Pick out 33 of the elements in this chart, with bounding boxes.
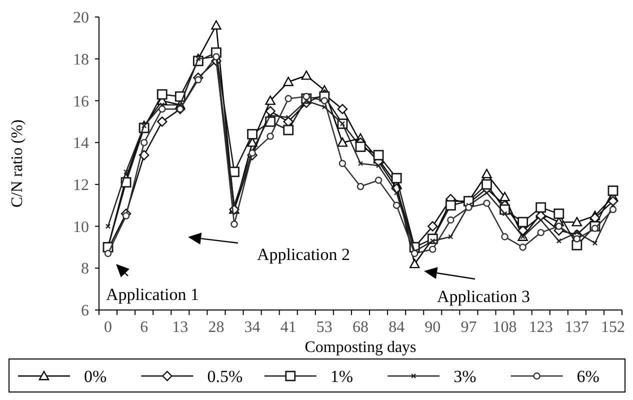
x-tick-label: 137 [564,319,589,336]
legend-label: 0.5% [207,366,243,386]
y-axis-title: C/N ratio (%) [9,120,26,208]
x-tick-label: 97 [460,319,477,336]
x-axis-title: Composting days [304,339,416,356]
x-tick-label: 13 [172,319,188,336]
x-tick-label: 0 [104,319,112,336]
legend-label: 1% [330,366,354,386]
y-tick-label: 20 [73,10,89,27]
y-tick-label: 16 [73,93,89,110]
x-tick-label: 41 [280,319,296,336]
x-tick-label: 28 [208,319,224,336]
legend-label: 0% [84,366,107,386]
x-tick-label: 90 [424,319,441,336]
x-tick-label: 34 [244,319,260,336]
x-tick-label: 53 [316,319,332,336]
annotation: Application 1 [106,285,200,304]
x-tick-label: 108 [492,319,517,336]
x-tick-label: 123 [528,319,553,336]
y-tick-label: 14 [73,135,89,152]
y-tick-label: 6 [81,302,89,320]
x-tick-label: 6 [140,319,148,336]
x-tick-label: 68 [352,319,368,336]
x-tick-label: 152 [600,319,625,336]
y-tick-label: 8 [81,260,89,278]
y-tick-label: 10 [73,218,89,236]
legend-label: 6% [576,366,600,386]
annotation: Application 3 [437,287,530,306]
x-tick-label: 84 [388,319,405,336]
y-tick-label: 12 [73,177,89,194]
annotation: Application 2 [257,245,350,264]
y-tick-label: 18 [73,51,89,68]
legend-label: 3% [454,366,476,386]
